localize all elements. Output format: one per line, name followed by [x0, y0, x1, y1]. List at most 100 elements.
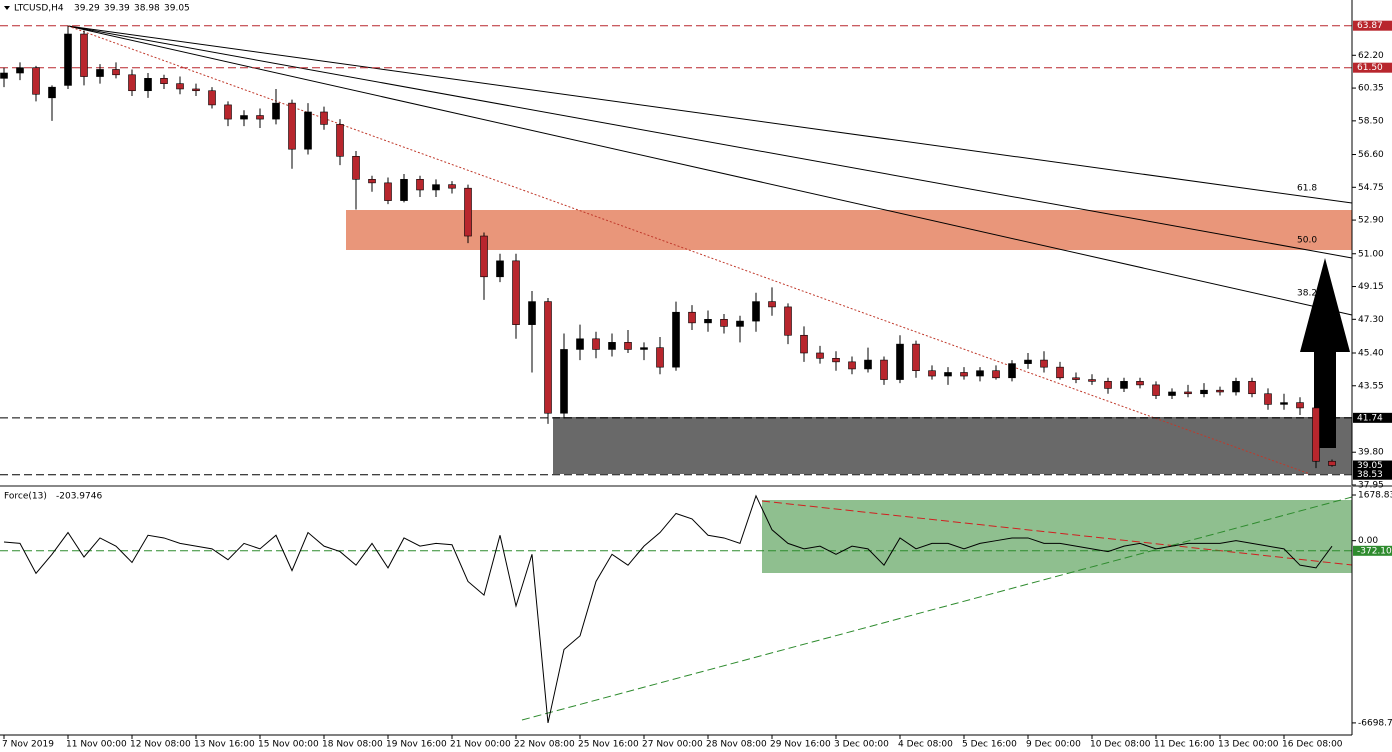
- fib-label: 38.2: [1297, 289, 1317, 299]
- candle-body: [1280, 402, 1288, 405]
- candle-body: [448, 184, 456, 189]
- collapse-icon[interactable]: [4, 6, 10, 10]
- symbol-title: LTCUSD,H4: [14, 4, 64, 14]
- candle-body: [112, 69, 120, 76]
- candle-body: [560, 349, 568, 414]
- candle-body: [512, 260, 520, 325]
- x-tick-label: 10 Dec 08:00: [1090, 740, 1151, 750]
- candle-body: [272, 102, 280, 120]
- candle-body: [1072, 377, 1080, 380]
- x-tick-label: 7 Nov 2019: [2, 740, 54, 750]
- x-tick-label: 15 Nov 00:00: [258, 740, 319, 750]
- candle-body: [176, 83, 184, 90]
- x-tick-label: 21 Nov 00:00: [450, 740, 511, 750]
- candle-body: [928, 370, 936, 377]
- candle-body: [720, 319, 728, 327]
- x-tick-label: 25 Nov 16:00: [578, 740, 639, 750]
- level-box: [1353, 62, 1392, 73]
- candle-body: [912, 343, 920, 372]
- candle-body: [32, 67, 40, 95]
- y-tick-label: 0.00: [1358, 536, 1378, 546]
- x-tick-label: 22 Nov 08:00: [514, 740, 575, 750]
- ohlc-open: 39.29: [74, 4, 100, 14]
- candle-body: [192, 88, 200, 92]
- candle-body: [896, 343, 904, 380]
- y-tick-label: 60.35: [1358, 84, 1384, 94]
- trend-line: [67, 25, 1311, 475]
- candle-body: [800, 334, 808, 354]
- candle-body: [640, 347, 648, 350]
- y-tick-label: 56.60: [1358, 150, 1384, 160]
- level-label: 61.50: [1357, 63, 1383, 73]
- candle-body: [1008, 363, 1016, 379]
- force-line: [3, 494, 1333, 724]
- candle-body: [1232, 381, 1240, 393]
- candle-body: [368, 179, 376, 184]
- candle-body: [1024, 359, 1032, 364]
- x-tick-label: 9 Dec 00:00: [1026, 740, 1081, 750]
- candle-body: [1312, 407, 1320, 462]
- candle-body: [592, 338, 600, 350]
- indicator-value: -203.9746: [56, 492, 102, 502]
- candle-body: [1136, 381, 1144, 386]
- plot: [0, 25, 1352, 724]
- candle-body: [400, 179, 408, 201]
- fib-label: 50.0: [1297, 236, 1317, 246]
- candle-body: [320, 111, 328, 125]
- x-tick-label: 27 Nov 00:00: [642, 740, 703, 750]
- candle-body: [608, 342, 616, 350]
- x-tick-label: 28 Nov 08:00: [706, 740, 767, 750]
- x-tick-label: 3 Dec 00:00: [834, 740, 889, 750]
- support-zone: [553, 417, 1352, 474]
- candle-body: [0, 72, 8, 79]
- x-tick-label: 11 Dec 16:00: [1154, 740, 1215, 750]
- fan-line: [67, 25, 1353, 204]
- candle-body: [544, 301, 552, 414]
- indicator-title: Force(13): [4, 492, 47, 502]
- x-tick-label: 4 Dec 08:00: [898, 740, 953, 750]
- candle-body: [1200, 389, 1208, 395]
- candle-body: [352, 155, 360, 180]
- candle-body: [1040, 359, 1048, 368]
- candle-body: [864, 359, 872, 370]
- level-label: 41.74: [1357, 413, 1383, 423]
- candle-body: [752, 301, 760, 322]
- candle-body: [528, 301, 536, 325]
- candle-body: [416, 179, 424, 191]
- candle-body: [704, 319, 712, 324]
- candle-body: [240, 115, 248, 120]
- y-tick-label: 51.00: [1358, 249, 1384, 259]
- level-box: [1353, 545, 1392, 556]
- force-trend: [761, 500, 1353, 566]
- y-tick-label: 49.15: [1358, 282, 1384, 292]
- candle-body: [224, 104, 232, 120]
- candle-body: [656, 347, 664, 368]
- candle-body: [832, 358, 840, 363]
- x-tick-label: 13 Nov 16:00: [194, 740, 255, 750]
- level-box: [1353, 460, 1392, 471]
- y-tick-label: 54.75: [1358, 183, 1384, 193]
- candle-body: [624, 342, 632, 350]
- candle-body: [256, 115, 264, 120]
- arrow: [1300, 258, 1350, 448]
- candle-body: [768, 301, 776, 308]
- candle-body: [1328, 460, 1336, 466]
- candle-body: [304, 111, 312, 150]
- fan-line: [67, 25, 1353, 259]
- candle-body: [1216, 389, 1224, 393]
- x-tick-label: 12 Nov 08:00: [130, 740, 191, 750]
- candle-body: [480, 235, 488, 278]
- x-tick-label: 19 Nov 16:00: [386, 740, 447, 750]
- level-label: 39.05: [1357, 461, 1383, 471]
- candle-body: [384, 182, 392, 201]
- candle-body: [1296, 402, 1304, 409]
- candle-body: [960, 372, 968, 377]
- y-tick-label: 39.80: [1358, 448, 1384, 458]
- candle-body: [1088, 379, 1096, 382]
- candle-body: [1120, 381, 1128, 389]
- candle-body: [144, 78, 152, 92]
- candle-body: [944, 372, 952, 377]
- x-tick-label: 18 Nov 08:00: [322, 740, 383, 750]
- candle-body: [1152, 384, 1160, 396]
